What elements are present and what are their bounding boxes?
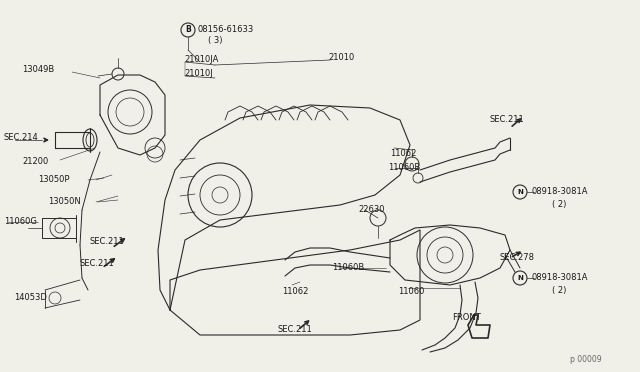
Text: 21010: 21010	[328, 52, 355, 61]
Text: SEC.278: SEC.278	[500, 253, 535, 263]
Text: 11060B: 11060B	[388, 164, 420, 173]
Text: SEC.211: SEC.211	[278, 326, 313, 334]
Text: N: N	[517, 189, 523, 195]
Text: SEC.211: SEC.211	[90, 237, 125, 247]
Text: 14053D: 14053D	[14, 294, 47, 302]
Text: p 00009: p 00009	[570, 356, 602, 365]
Text: 13050P: 13050P	[38, 176, 70, 185]
Text: 08918-3081A: 08918-3081A	[532, 273, 589, 282]
Text: SEC.211: SEC.211	[80, 260, 115, 269]
Text: 11060B: 11060B	[332, 263, 364, 273]
Text: ( 2): ( 2)	[552, 201, 566, 209]
Text: 11060G: 11060G	[4, 218, 37, 227]
Text: N: N	[517, 275, 523, 281]
Text: ( 3): ( 3)	[208, 36, 223, 45]
Text: 08918-3081A: 08918-3081A	[532, 186, 589, 196]
Text: FRONT: FRONT	[452, 314, 481, 323]
Text: 08156-61633: 08156-61633	[198, 25, 254, 33]
Text: 22630: 22630	[358, 205, 385, 215]
Text: B: B	[185, 26, 191, 35]
Text: 11060: 11060	[398, 286, 424, 295]
Text: 21010J: 21010J	[184, 68, 212, 77]
Text: 21200: 21200	[22, 157, 48, 167]
Text: ( 2): ( 2)	[552, 286, 566, 295]
Text: 21010JA: 21010JA	[184, 55, 218, 64]
Text: 11062: 11062	[282, 286, 308, 295]
Text: SEC.211: SEC.211	[490, 115, 525, 125]
Text: 11062: 11062	[390, 148, 417, 157]
Text: SEC.214: SEC.214	[4, 134, 39, 142]
Text: 13049B: 13049B	[22, 65, 54, 74]
Text: 13050N: 13050N	[48, 198, 81, 206]
